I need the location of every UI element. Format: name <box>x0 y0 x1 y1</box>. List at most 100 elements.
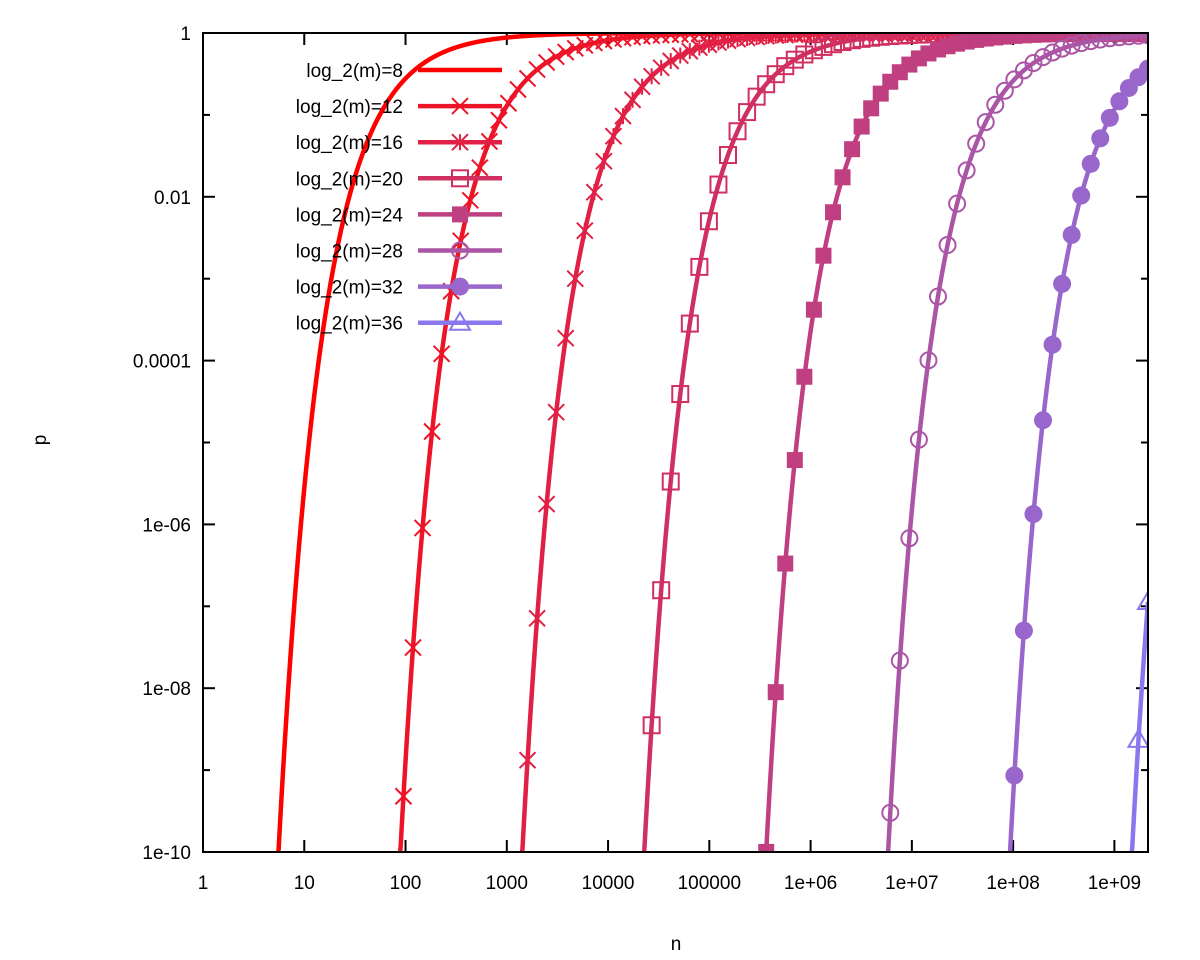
data-point <box>758 843 775 852</box>
data-point <box>604 127 623 145</box>
x-tick-label: 10000 <box>582 873 635 894</box>
data-point <box>909 33 928 44</box>
data-point <box>595 152 613 170</box>
legend-label: log_2(m)=16 <box>296 133 403 154</box>
data-point <box>1072 34 1091 53</box>
data-point <box>853 118 870 135</box>
y-tick-label: 1e-10 <box>142 843 191 864</box>
data-point <box>642 33 661 45</box>
data-point <box>623 33 642 46</box>
data-point <box>833 33 852 52</box>
legend-entry: log_2(m)=20 <box>296 169 502 190</box>
data-point <box>814 37 833 56</box>
series-line <box>641 33 1148 852</box>
data-point <box>1043 335 1062 354</box>
data-point <box>1139 59 1148 78</box>
data-point <box>652 581 671 600</box>
data-point <box>1082 33 1099 42</box>
y-tick-label: 0.0001 <box>133 352 191 373</box>
data-point <box>423 422 441 441</box>
legend-label: log_2(m)=20 <box>296 169 403 190</box>
data-point <box>804 41 823 60</box>
y-tick-label: 1 <box>180 24 191 45</box>
data-point <box>490 111 508 129</box>
data-point <box>699 212 718 231</box>
data-point <box>757 75 776 94</box>
data-point <box>1034 48 1052 67</box>
data-point <box>537 53 556 72</box>
data-point <box>528 60 546 79</box>
data-point <box>747 33 766 46</box>
data-point <box>404 638 422 657</box>
series-log-2-m-24 <box>758 33 1148 852</box>
data-point <box>900 33 919 44</box>
data-point <box>1072 186 1091 205</box>
legend-marker <box>451 277 469 296</box>
data-point <box>738 103 757 122</box>
series-log-2-m-28 <box>881 33 1148 852</box>
data-point <box>1091 129 1110 148</box>
data-point <box>1034 411 1052 430</box>
data-point <box>796 368 813 385</box>
data-point <box>662 33 680 44</box>
x-tick-label: 1e+06 <box>784 873 837 894</box>
data-point <box>671 385 690 404</box>
data-point <box>1044 33 1061 43</box>
x-tick-label: 1e+09 <box>1088 873 1141 894</box>
data-point <box>566 269 584 288</box>
data-point <box>825 204 841 221</box>
y-tick-label: 1e-08 <box>142 679 191 700</box>
data-point <box>1035 33 1051 43</box>
data-point <box>844 141 861 158</box>
data-point <box>461 191 479 209</box>
data-point <box>1129 33 1148 45</box>
data-point <box>881 33 900 46</box>
data-point <box>1100 108 1119 127</box>
legend-entry: log_2(m)=8 <box>306 61 502 82</box>
data-point <box>995 81 1014 100</box>
data-point <box>1043 43 1062 62</box>
data-point <box>786 452 803 469</box>
data-point <box>1054 33 1071 42</box>
data-point <box>709 175 728 194</box>
data-point <box>890 651 909 670</box>
data-point <box>1100 33 1119 48</box>
data-point <box>518 751 537 769</box>
data-point <box>576 222 594 240</box>
legend-marker <box>451 241 469 260</box>
data-point <box>728 122 747 141</box>
data-point <box>1139 33 1148 45</box>
data-point <box>633 33 651 46</box>
y-axis-label: p <box>30 435 51 446</box>
data-point <box>738 33 756 47</box>
legend-entry: log_2(m)=24 <box>296 205 502 226</box>
data-point <box>805 301 822 318</box>
data-point <box>614 107 632 125</box>
data-point <box>890 33 909 45</box>
legend-label: log_2(m)=32 <box>296 278 403 299</box>
data-point <box>1005 766 1024 785</box>
data-point <box>1091 33 1110 49</box>
data-point <box>1025 33 1042 43</box>
legend-entry: log_2(m)=28 <box>296 241 502 263</box>
data-point <box>585 183 604 201</box>
series-line <box>397 33 1148 852</box>
data-point <box>557 329 575 347</box>
data-point <box>777 555 794 572</box>
x-tick-label: 100 <box>390 873 422 894</box>
data-point <box>1006 33 1023 44</box>
legend: log_2(m)=8 log_2(m)=12 log_2(m)=16 log_2(m)… <box>296 61 502 335</box>
data-point <box>767 33 785 45</box>
data-point <box>1110 92 1129 111</box>
data-point <box>1092 33 1109 42</box>
data-point <box>557 43 575 61</box>
data-point <box>815 247 832 264</box>
data-point <box>394 787 413 805</box>
data-point <box>1119 33 1138 46</box>
data-point <box>1053 39 1072 58</box>
data-point <box>566 39 584 58</box>
data-point <box>881 803 900 822</box>
x-tick-label: 1e+07 <box>885 873 938 894</box>
x-tick-label: 10 <box>294 873 315 894</box>
legend-marker <box>452 206 468 223</box>
